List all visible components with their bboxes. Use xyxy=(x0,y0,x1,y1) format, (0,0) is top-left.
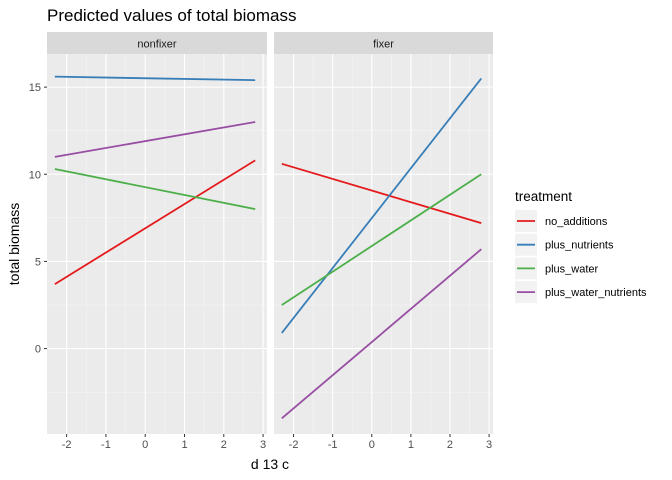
facet-strip xyxy=(47,32,267,54)
x-tick-label: -2 xyxy=(289,439,299,451)
x-tick-label: 0 xyxy=(142,439,148,451)
legend-entry-plus_water_nutrients: plus_water_nutrients xyxy=(515,281,647,304)
x-axis-title: d 13 c xyxy=(251,456,289,472)
legend: treatment no_additions plus_nutrientsplus… xyxy=(515,189,647,304)
series-line-plus_nutrients xyxy=(54,75,256,82)
panel-fixer: fixer -2 -1 0 1 2 3 xyxy=(274,32,493,451)
y-tick-label: 0 xyxy=(35,344,41,356)
x-tick-label: 2 xyxy=(221,439,227,451)
x-tick-label: -2 xyxy=(62,439,72,451)
x-tick-label: 1 xyxy=(181,439,187,451)
chart-title: Predicted values of total biomass xyxy=(47,6,296,25)
series-line-no_additions xyxy=(54,159,256,285)
series-line-plus_water_nutrients xyxy=(281,248,482,419)
facet-strip-label: nonfixer xyxy=(137,39,176,51)
x-tick-label: 0 xyxy=(369,439,375,451)
y-tick-label: 15 xyxy=(29,82,41,94)
x-tick-label: -1 xyxy=(101,439,111,451)
legend-label: no_additions xyxy=(545,216,608,228)
facet-panels: nonfixer -2 -1 0 1 2 3 0 5 10 15 fixer -2 -1 0 1 2 3 xyxy=(29,32,493,451)
x-tick-label: 3 xyxy=(486,439,492,451)
panel-background xyxy=(47,54,267,434)
legend-entry-plus_nutrients: plus_nutrients xyxy=(515,233,614,256)
x-tick-label: -1 xyxy=(328,439,338,451)
series-line-no_additions xyxy=(281,162,482,224)
panel-nonfixer: nonfixer -2 -1 0 1 2 3 0 5 10 15 xyxy=(29,32,267,451)
facet-strip xyxy=(274,32,493,54)
y-tick-label: 10 xyxy=(29,169,41,181)
y-axis-title: total biomass xyxy=(6,203,22,285)
legend-entry-no_additions: no_additions xyxy=(515,210,608,232)
legend-entry-plus_water: plus_water xyxy=(515,257,599,280)
series-line-plus_nutrients xyxy=(281,77,482,334)
x-tick-label: 1 xyxy=(408,439,414,451)
y-tick-label: 5 xyxy=(35,256,41,268)
series-line-plus_water xyxy=(281,173,482,306)
legend-title: treatment xyxy=(515,189,572,204)
legend-label: plus_water_nutrients xyxy=(545,287,647,299)
facet-strip-label: fixer xyxy=(373,39,394,51)
x-tick-label: 2 xyxy=(447,439,453,451)
legend-label: plus_water xyxy=(545,263,599,275)
series-line-plus_water xyxy=(54,168,256,211)
legend-label: plus_nutrients xyxy=(545,240,614,252)
series-line-plus_water_nutrients xyxy=(54,121,256,158)
panel-background xyxy=(274,54,493,434)
x-tick-label: 3 xyxy=(260,439,266,451)
